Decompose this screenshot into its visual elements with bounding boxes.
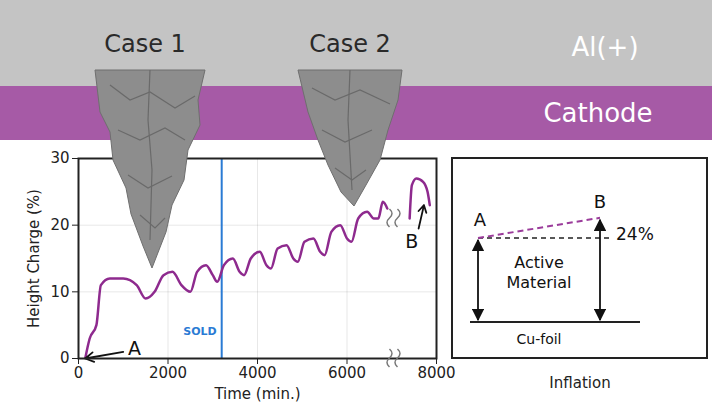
svg-text:A: A	[474, 209, 487, 230]
svg-text:8000: 8000	[417, 364, 455, 382]
svg-text:20: 20	[50, 216, 69, 234]
svg-text:Case 2: Case 2	[309, 30, 391, 58]
svg-text:10: 10	[50, 283, 69, 301]
svg-text:B: B	[405, 230, 418, 252]
svg-text:Al(+): Al(+)	[571, 32, 638, 62]
svg-text:Case 1: Case 1	[104, 30, 186, 58]
svg-text:Active: Active	[514, 253, 564, 272]
svg-text:24%: 24%	[616, 224, 654, 244]
svg-text:0: 0	[74, 364, 84, 382]
svg-text:4000: 4000	[238, 364, 276, 382]
svg-text:SOLD: SOLD	[183, 325, 216, 338]
svg-text:2000: 2000	[149, 364, 187, 382]
svg-text:Height Charge (%): Height Charge (%)	[25, 189, 43, 328]
svg-text:30: 30	[50, 150, 69, 167]
svg-text:6000: 6000	[328, 364, 366, 382]
svg-text:Inflation: Inflation	[549, 374, 610, 392]
svg-text:0: 0	[60, 349, 70, 367]
svg-text:Cu-foil: Cu-foil	[517, 331, 562, 347]
svg-text:Cathode: Cathode	[543, 98, 652, 128]
svg-text:Time (min.): Time (min.)	[213, 385, 300, 403]
svg-text:A: A	[128, 337, 141, 359]
svg-text:Material: Material	[507, 273, 572, 292]
svg-text:B: B	[594, 191, 606, 212]
